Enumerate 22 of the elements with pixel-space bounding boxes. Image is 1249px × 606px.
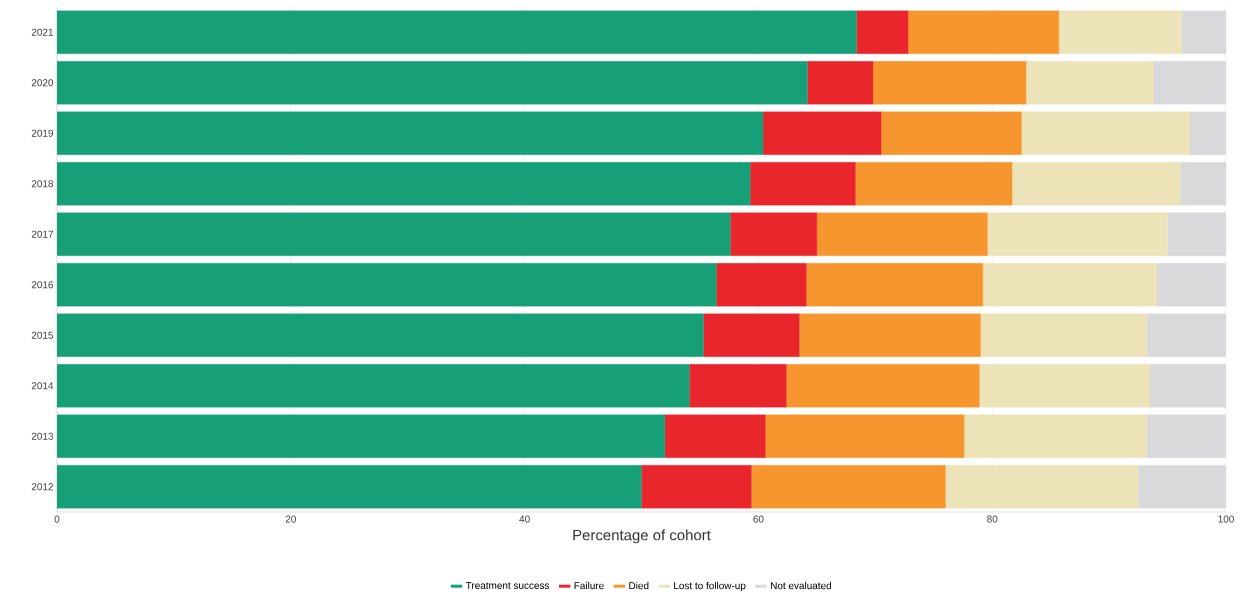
y-tick-label: 2014 xyxy=(31,382,54,390)
x-tick-label: 0 xyxy=(54,515,60,523)
y-tick-label: 2017 xyxy=(31,230,53,238)
y-tick-label: 2012 xyxy=(31,483,53,491)
legend-label: Failure xyxy=(574,581,604,590)
x-tick-label: 80 xyxy=(987,515,998,523)
y-tick-label: 2019 xyxy=(31,129,54,137)
x-tick-label: 60 xyxy=(753,515,764,523)
y-tick-label: 2016 xyxy=(31,281,54,289)
legend-label: Died xyxy=(629,581,649,590)
y-tick-label: 2021 xyxy=(31,28,54,36)
x-tick-label: 100 xyxy=(1218,515,1234,523)
x-axis-title: Percentage of cohort xyxy=(573,529,711,544)
y-tick-label: 2020 xyxy=(31,79,54,87)
y-tick-label: 2018 xyxy=(31,180,54,188)
legend-label: Treatment success xyxy=(465,582,550,589)
y-tick-label: 2015 xyxy=(31,331,54,339)
y-tick-label: 2013 xyxy=(31,432,54,440)
legend-label: Lost to follow-up xyxy=(674,581,746,592)
x-tick-label: 20 xyxy=(285,515,296,523)
x-tick-label: 40 xyxy=(519,515,530,523)
legend-label: Not evaluated xyxy=(771,581,832,590)
